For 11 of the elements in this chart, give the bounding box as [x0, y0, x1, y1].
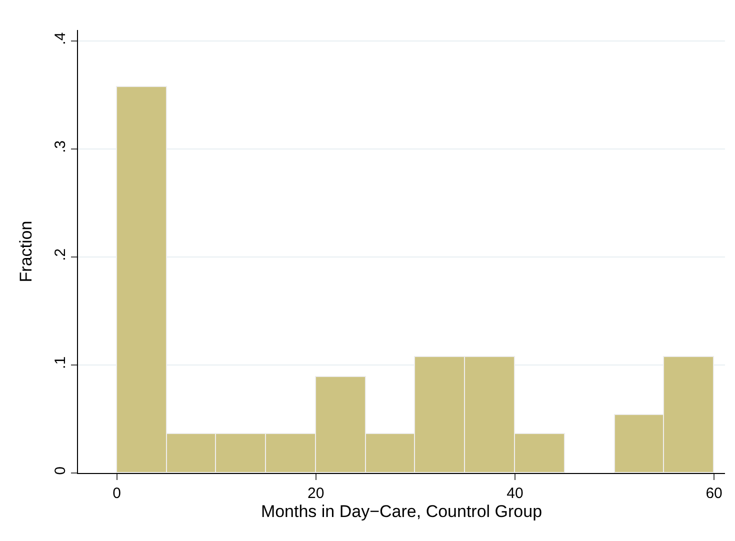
x-tick-label: 20	[308, 485, 324, 502]
x-tick-label: 0	[112, 485, 121, 502]
x-tick-label: 40	[506, 485, 524, 502]
y-tick-label: 0	[52, 466, 69, 475]
x-tick-label: 60	[706, 485, 722, 502]
y-tick-label: .3	[52, 140, 69, 153]
y-tick-label: .1	[52, 356, 69, 369]
y-tick-label: .4	[52, 32, 69, 45]
y-tick-label: .2	[52, 248, 69, 261]
x-axis-title: Months in Day−Care, Countrol Group	[260, 502, 542, 521]
y-axis-title: Fraction	[16, 220, 36, 282]
